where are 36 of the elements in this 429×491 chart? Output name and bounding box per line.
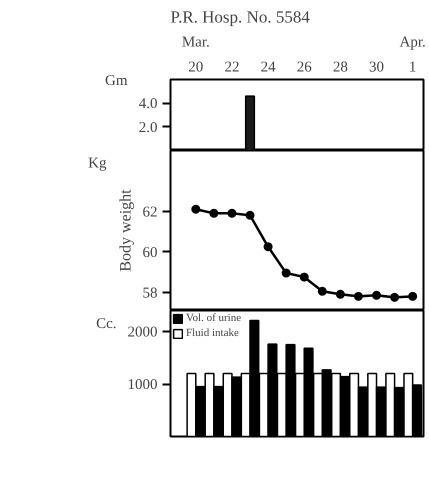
text: Mar. [182,34,210,50]
point [209,208,218,218]
point [282,268,291,278]
point [390,292,400,302]
y-tick-label: 1000 [128,377,158,393]
y-tick-label: 2.0 [138,120,158,136]
x-tick-label: 26 [296,60,312,76]
x-tick-label: 30 [369,60,384,76]
y-axis-title: Gm [105,72,128,89]
point [318,286,327,296]
chart-title: P.R. Hosp. No. 5584 [170,8,310,26]
y-tick-label: 58 [142,285,158,302]
y-tick-label: 2000 [128,324,158,340]
y-tick-label: 4.0 [138,96,158,112]
text: Kg [88,155,107,172]
text: Cc. [96,316,117,332]
point [408,292,418,301]
point [227,208,236,218]
x-tick-label: 22 [224,60,240,76]
legend-label: Fluid intake [186,327,239,339]
y-axis-title: Body weight [118,188,134,272]
x-tick-label: 20 [188,60,204,76]
point [336,290,345,299]
y-tick-label: 62 [142,204,158,220]
text: Apr. [400,34,426,50]
point [191,204,200,214]
point [372,290,382,300]
point [354,292,363,301]
x-tick-label: 28 [332,60,348,76]
x-tick-label: 1 [408,60,416,76]
x-tick-label: 24 [260,60,276,76]
point [300,272,309,282]
y-tick-label: 60 [142,244,158,261]
legend-label: Vol. of urine [186,312,242,324]
point [246,210,255,220]
point [264,242,273,252]
